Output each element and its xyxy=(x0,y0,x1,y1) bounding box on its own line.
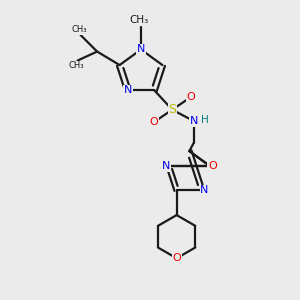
Text: O: O xyxy=(208,161,217,171)
Text: S: S xyxy=(168,103,176,116)
Text: H: H xyxy=(201,115,209,124)
Text: CH₃: CH₃ xyxy=(71,25,87,34)
Text: O: O xyxy=(187,92,195,102)
Text: O: O xyxy=(172,253,181,263)
Text: N: N xyxy=(137,44,145,55)
Text: CH₃: CH₃ xyxy=(130,15,149,26)
Text: N: N xyxy=(200,185,208,195)
Text: N: N xyxy=(190,116,198,126)
Text: N: N xyxy=(162,161,171,171)
Text: CH₃: CH₃ xyxy=(68,61,84,70)
Text: O: O xyxy=(149,117,158,127)
Text: N: N xyxy=(124,85,132,95)
